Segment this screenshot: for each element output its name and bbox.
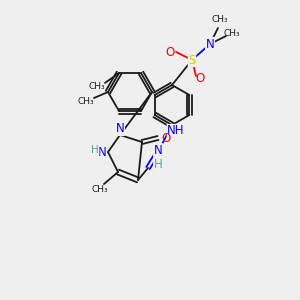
- Text: N: N: [206, 38, 214, 50]
- Text: CH₃: CH₃: [89, 82, 105, 91]
- Text: CH₃: CH₃: [92, 185, 108, 194]
- Text: N: N: [116, 122, 124, 136]
- Text: CH₃: CH₃: [224, 29, 240, 38]
- Text: O: O: [165, 46, 175, 59]
- Text: H: H: [91, 145, 99, 155]
- Text: O: O: [195, 71, 205, 85]
- Text: NH: NH: [167, 124, 185, 137]
- Text: O: O: [161, 131, 171, 145]
- Text: H: H: [154, 158, 162, 170]
- Text: N: N: [154, 143, 162, 157]
- Text: CH₃: CH₃: [212, 16, 228, 25]
- Text: CH₃: CH₃: [78, 98, 94, 106]
- Text: S: S: [188, 53, 196, 67]
- Text: N: N: [98, 146, 106, 158]
